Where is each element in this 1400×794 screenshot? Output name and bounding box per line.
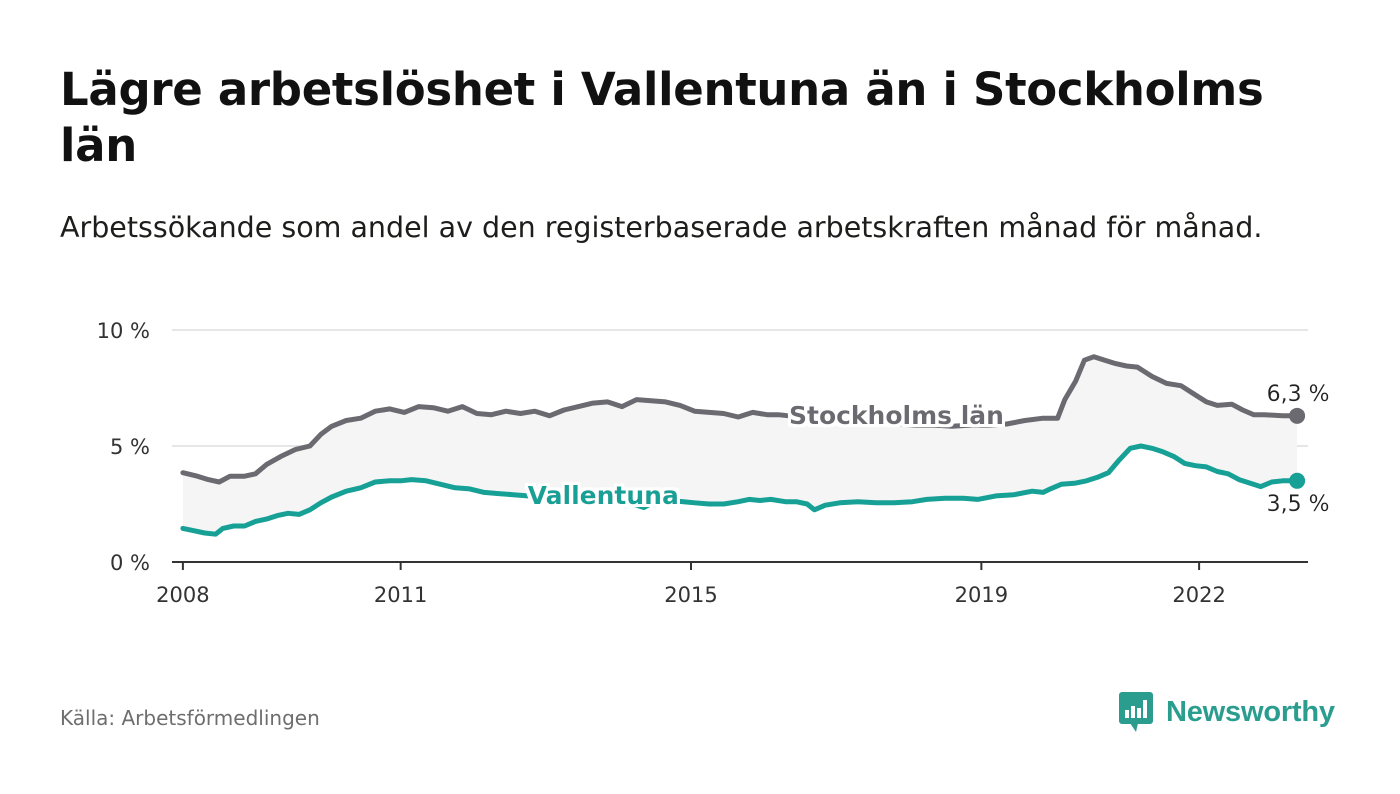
series-name-label-stockholm: Stockholms län <box>789 401 1004 430</box>
series-labels: 6,3 % Stockholms län 3,5 % Vallentuna <box>528 382 1330 517</box>
newsworthy-logo-icon <box>1119 692 1153 732</box>
brand-logo: Newsworthy <box>1118 690 1335 734</box>
end-point-vallentuna <box>1289 472 1306 489</box>
series-gap-band <box>182 356 1298 535</box>
series-line-stockholm <box>180 354 1300 485</box>
chart-title: Lägre arbetslöshet i Vallentuna än i Sto… <box>60 63 1264 172</box>
x-tick-label: 2022 <box>1172 583 1225 607</box>
source-note: Källa: Arbetsförmedlingen <box>60 706 320 730</box>
chart-subtitle: Arbetssökande som andel av den registerb… <box>60 211 1263 244</box>
series-name-label-vallentuna: Vallentuna <box>528 481 679 510</box>
brand-name: Newsworthy <box>1166 695 1335 728</box>
y-tick-label: 5 % <box>110 435 150 459</box>
series-lines <box>180 354 1306 537</box>
y-tick-label: 0 % <box>110 551 150 575</box>
end-value-label-vallentuna: 3,5 % <box>1267 492 1330 517</box>
line-chart: 0 % 5 % 10 % 6,3 % Stockholms län 3,5 % Valle… <box>97 319 1330 607</box>
series-line-vallentuna <box>180 443 1300 537</box>
end-value-label-stockholm: 6,3 % <box>1267 382 1330 407</box>
x-axis: 2008 2011 2015 2019 2022 <box>156 561 1308 607</box>
x-tick-label: 2019 <box>955 583 1008 607</box>
x-tick-label: 2015 <box>664 583 717 607</box>
x-tick-label: 2011 <box>374 583 427 607</box>
x-tick-label: 2008 <box>156 583 209 607</box>
gap-band <box>182 356 1298 535</box>
end-point-stockholm <box>1289 407 1306 424</box>
y-tick-label: 10 % <box>97 319 150 343</box>
